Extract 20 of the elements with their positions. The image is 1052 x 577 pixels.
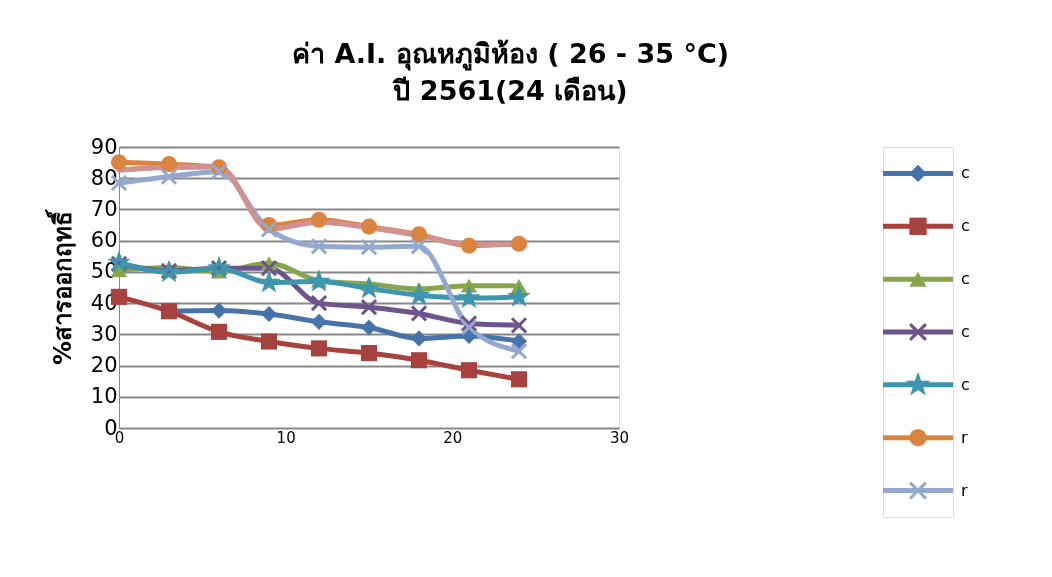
legend-label: c	[961, 269, 970, 289]
x-tick-label: 20	[443, 428, 463, 447]
chart-title: ค่า A.I. อุณหภูมิห้อง ( 26 - 35 °C)	[291, 37, 730, 71]
x-tick-label: 30	[609, 428, 630, 447]
y-tick-label: 60	[90, 228, 118, 253]
y-tick-label: 10	[90, 384, 118, 409]
legend-label: r	[961, 480, 968, 500]
y-tick-label: 80	[90, 165, 118, 190]
legend-label: c	[961, 374, 970, 394]
y-tick-label: 90	[90, 134, 118, 159]
legend-label: r	[961, 427, 968, 447]
chart-subtitle: ปี 2561(24 เดือน)	[392, 74, 628, 106]
legend-label: c	[961, 322, 970, 341]
x-tick-label: 10	[276, 428, 296, 447]
legend-label: c	[961, 216, 970, 236]
y-tick-label: 70	[90, 196, 118, 221]
y-tick-label: 30	[90, 321, 118, 346]
y-axis-title: %สารออกฤทธิ์	[44, 208, 77, 366]
legend-label: c	[961, 163, 970, 183]
y-tick-label: 20	[90, 353, 118, 378]
